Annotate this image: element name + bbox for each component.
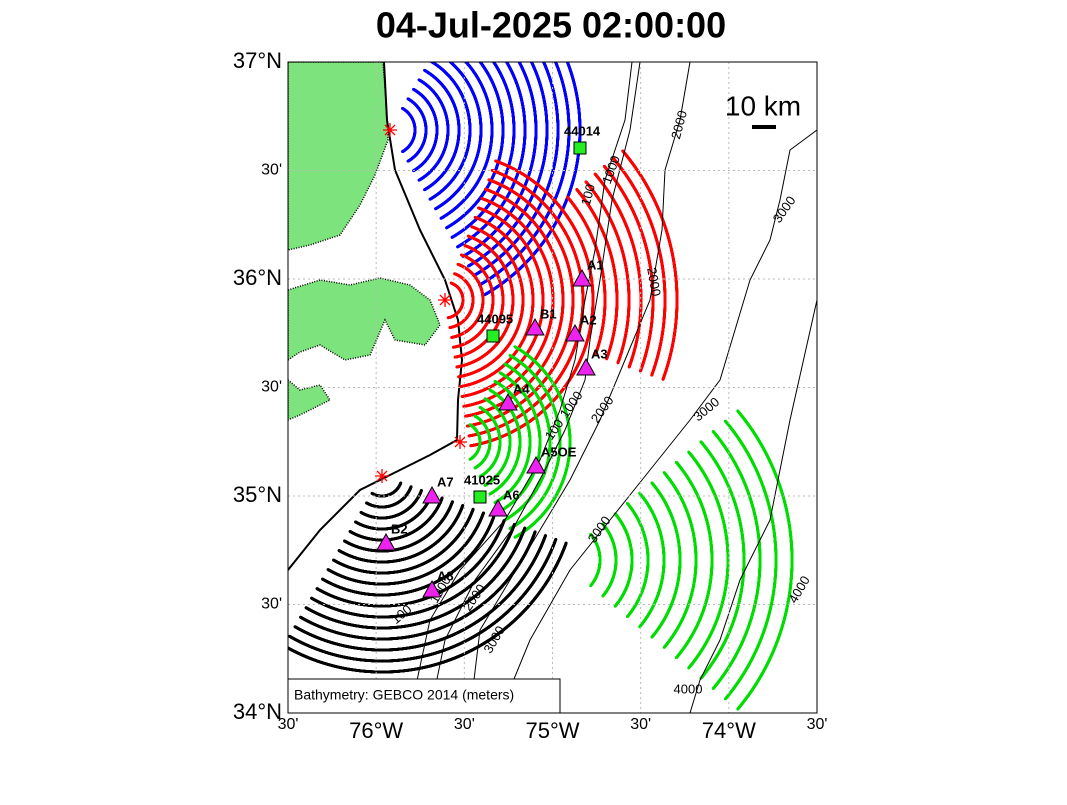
radar-dot [401, 150, 404, 153]
map-figure: 04-Jul-2025 02:00:00 30' 76°W 30' 75°W 30' 74… [0, 0, 1067, 800]
title: 04-Jul-2025 02:00:00 [376, 5, 726, 46]
